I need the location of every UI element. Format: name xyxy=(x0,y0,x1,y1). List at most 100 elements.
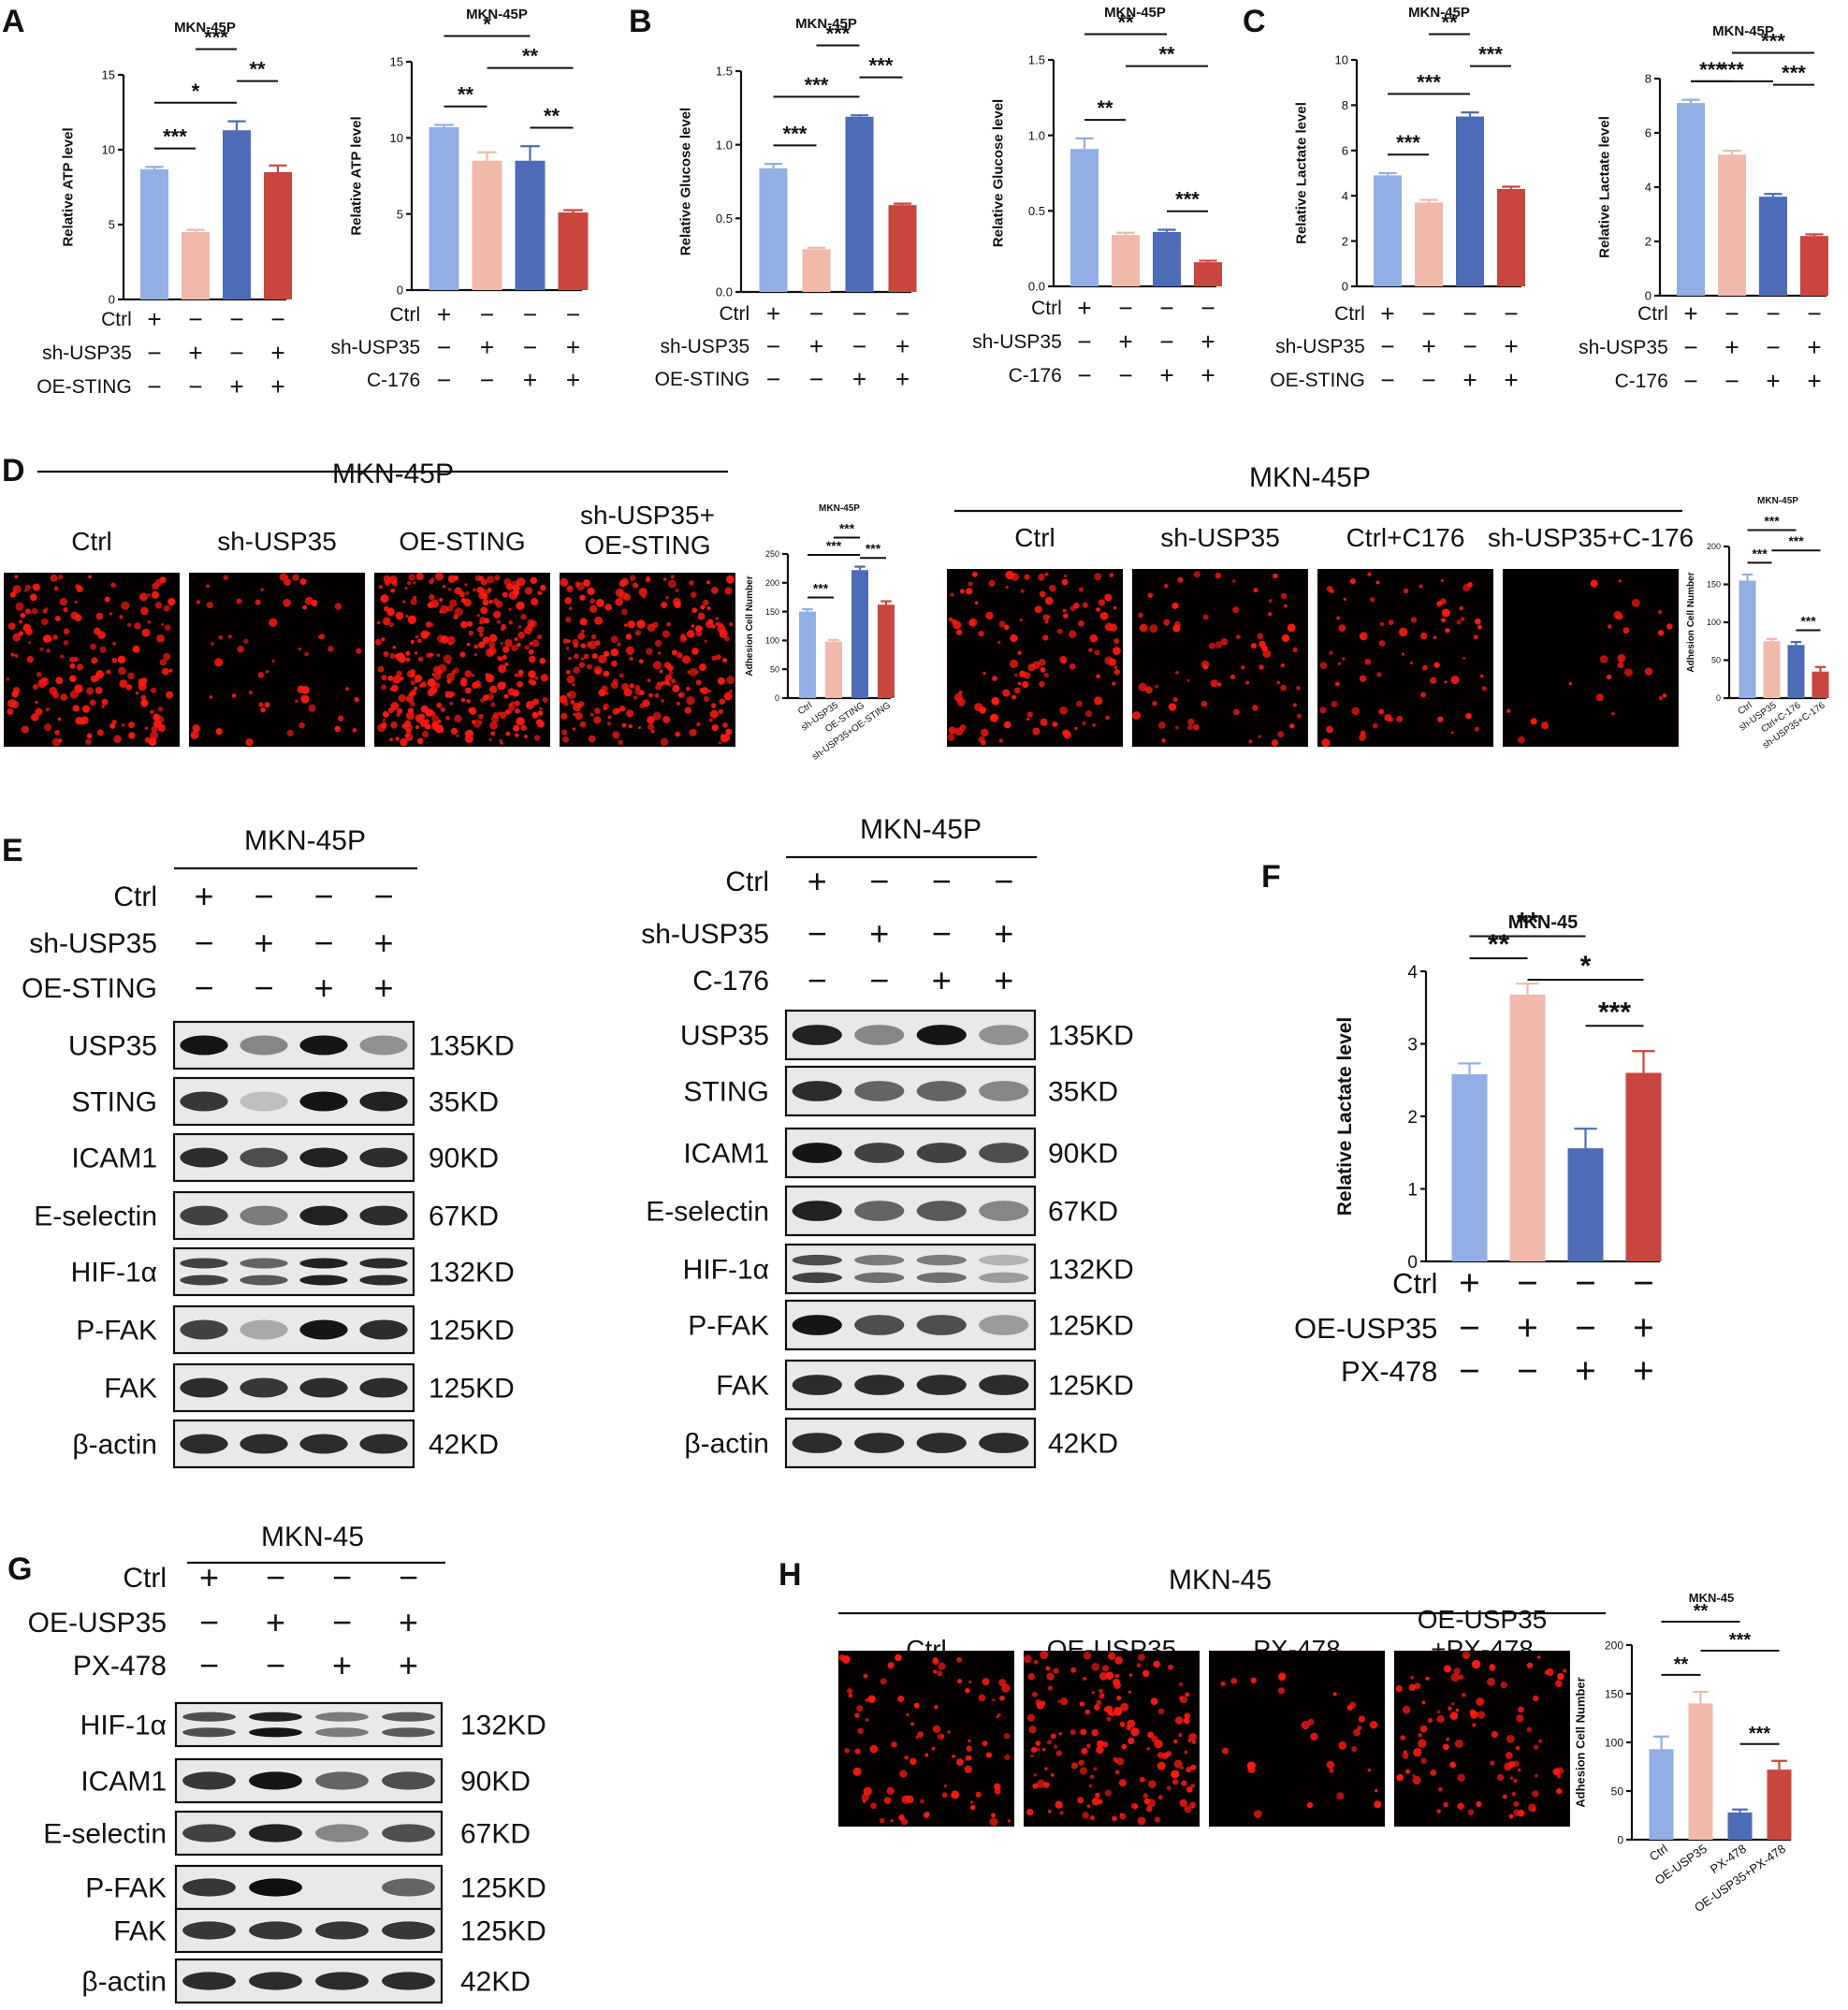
cell-dot xyxy=(447,587,452,591)
panel-letter-a: A xyxy=(2,4,25,39)
condition-sign: − xyxy=(1380,332,1394,360)
cell-dot xyxy=(1552,1768,1561,1776)
condition-sign: + xyxy=(147,305,161,333)
cell-dot xyxy=(910,1722,915,1726)
cell-dot xyxy=(900,1818,909,1826)
cell-dot xyxy=(1139,623,1148,633)
cell-dot xyxy=(81,705,91,713)
protein-label: FAK xyxy=(113,1916,167,1947)
protein-band xyxy=(240,1147,288,1168)
bar xyxy=(1497,188,1525,286)
cell-dot xyxy=(594,707,601,715)
cell-dot xyxy=(54,729,60,736)
cell-dot xyxy=(1186,678,1190,682)
cell-dot xyxy=(449,599,458,607)
cell-dot xyxy=(1058,1732,1062,1736)
cell-dot xyxy=(1433,635,1437,640)
condition-sign: + xyxy=(766,299,780,328)
cell-dot xyxy=(472,681,479,690)
cell-dot xyxy=(1402,1705,1411,1714)
condition-sign: + xyxy=(1421,332,1435,360)
protein-label: β-actin xyxy=(81,1967,167,1998)
chart-title: MKN-45 xyxy=(1689,1591,1734,1605)
cell-dot xyxy=(1093,1767,1098,1771)
cell-dot xyxy=(488,647,497,655)
protein-band xyxy=(240,1035,288,1056)
cell-dot xyxy=(513,724,520,732)
cell-dot xyxy=(933,1669,938,1674)
cell-dot xyxy=(1095,1792,1100,1799)
cell-dot xyxy=(138,592,148,602)
y-tick-label: 2 xyxy=(1342,234,1348,248)
cell-dot xyxy=(959,724,967,732)
bar xyxy=(1759,197,1787,296)
condition-sign: − xyxy=(1421,366,1435,394)
molecular-weight-label: 42KD xyxy=(460,1967,531,1998)
cell-dot xyxy=(11,691,19,698)
cell-dot xyxy=(15,602,24,611)
cell-dot xyxy=(610,635,618,644)
condition-sign: − xyxy=(869,961,889,999)
cell-dot xyxy=(109,722,116,729)
cell-dot xyxy=(1036,1701,1044,1710)
cell-dot xyxy=(1038,658,1046,666)
cell-dot xyxy=(1359,734,1366,742)
cell-dot xyxy=(1534,1773,1538,1778)
cell-dot xyxy=(502,646,510,653)
cell-dot xyxy=(1050,1733,1056,1740)
cell-dot xyxy=(1233,708,1240,716)
y-axis-label: Adhesion Cell Number xyxy=(1574,1677,1588,1807)
molecular-weight-label: 132KD xyxy=(429,1258,515,1289)
cell-dot xyxy=(1184,1750,1188,1755)
protein-band xyxy=(792,1201,842,1221)
cell-dot xyxy=(415,713,423,722)
cell-dot xyxy=(657,681,661,685)
cell-dot xyxy=(975,1791,982,1798)
cell-dot xyxy=(127,672,135,680)
cell-dot xyxy=(593,665,603,675)
y-tick-label: 0 xyxy=(109,293,115,307)
cell-dot xyxy=(517,669,524,676)
cell-dot xyxy=(1055,1800,1063,1809)
y-tick-label: 15 xyxy=(102,68,115,82)
cell-dot xyxy=(154,578,163,587)
cell-dot xyxy=(661,699,664,703)
cell-dot xyxy=(95,686,103,694)
cell-dot xyxy=(410,672,415,677)
cell-dot xyxy=(101,705,105,708)
cell-dot xyxy=(1011,694,1016,700)
cell-dot xyxy=(236,598,242,604)
cell-dot xyxy=(998,1679,1007,1687)
cell-dot xyxy=(400,737,408,747)
cell-dot xyxy=(1536,1655,1541,1659)
cell-dot xyxy=(621,608,628,616)
cell-dot xyxy=(285,575,289,578)
cell-dot xyxy=(691,624,695,628)
condition-sign: − xyxy=(1077,328,1091,356)
cell-dot xyxy=(1472,1659,1481,1669)
condition-sign: + xyxy=(1077,294,1091,322)
cell-dot xyxy=(41,618,49,626)
protein-label: HIF-1α xyxy=(71,1258,157,1289)
protein-label: ICAM1 xyxy=(71,1143,157,1174)
cell-dot xyxy=(1037,1779,1046,1788)
cell-dot xyxy=(1410,617,1418,623)
condition-label: OE-STING xyxy=(36,376,132,398)
cell-dot xyxy=(1119,1721,1126,1727)
cell-dot xyxy=(404,587,408,590)
cell-dot xyxy=(482,694,489,701)
cell-dot xyxy=(867,1695,876,1703)
cell-dot xyxy=(1364,658,1372,665)
cell-dot xyxy=(646,575,650,580)
cell-dot xyxy=(90,643,96,650)
cell-dot xyxy=(1109,623,1118,632)
y-tick-label: 0 xyxy=(1716,693,1721,703)
cell-dot xyxy=(319,634,326,640)
cell-dot xyxy=(1044,619,1049,624)
cell-dot xyxy=(587,663,592,670)
cell-dot xyxy=(161,622,165,626)
cell-dot xyxy=(445,715,450,721)
cell-dot xyxy=(997,640,1001,645)
cell-dot xyxy=(1557,1672,1564,1681)
cell-dot xyxy=(701,687,709,695)
